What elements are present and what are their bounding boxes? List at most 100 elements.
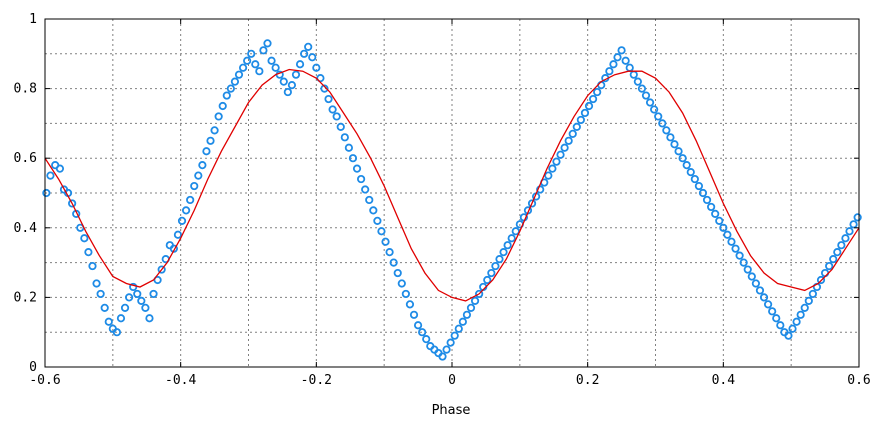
data-point — [206, 136, 215, 145]
x-axis-ticks: -0.6 -0.4 -0.2 0 0.2 0.4 0.6 — [29, 19, 871, 388]
data-point — [397, 279, 406, 288]
x-tick-label: -0.4 — [165, 373, 196, 388]
data-point — [853, 213, 862, 222]
data-point — [234, 70, 244, 79]
data-point — [340, 133, 349, 142]
data-point — [491, 261, 500, 271]
data-point — [202, 147, 211, 156]
data-point — [304, 42, 313, 51]
data-point — [588, 94, 598, 104]
y-tick-label: 0.6 — [14, 151, 37, 166]
data-point — [324, 94, 333, 104]
data-point — [279, 77, 288, 86]
data-point — [462, 310, 472, 319]
data-point — [755, 286, 765, 295]
data-point — [173, 230, 183, 239]
data-point — [291, 70, 301, 79]
x-tick-label: 0.6 — [847, 373, 870, 388]
data-point — [849, 220, 858, 229]
data-point — [169, 244, 178, 253]
data-point — [483, 275, 492, 285]
data-point — [837, 241, 846, 250]
data-point — [177, 216, 187, 225]
data-point — [707, 202, 716, 212]
data-point — [536, 185, 545, 194]
data-point — [259, 46, 268, 55]
data-point — [845, 227, 854, 236]
data-point — [271, 63, 280, 72]
data-point — [129, 282, 138, 292]
data-point — [446, 338, 455, 347]
data-point — [116, 314, 126, 323]
data-point — [251, 60, 260, 69]
data-point — [230, 77, 240, 86]
x-tick-label: -0.6 — [29, 373, 60, 388]
data-point — [654, 112, 663, 121]
data-point — [796, 310, 805, 319]
data-point — [157, 265, 166, 274]
data-point — [348, 154, 358, 163]
data-point — [784, 331, 793, 340]
data-point — [686, 168, 695, 177]
data-point — [633, 77, 642, 86]
data-point — [584, 101, 594, 111]
data-point — [218, 101, 227, 111]
y-axis-ticks: 0 0.2 0.4 0.6 0.8 1 — [14, 12, 859, 375]
data-point — [186, 195, 195, 205]
data-point — [393, 268, 402, 278]
data-point — [80, 234, 89, 243]
grid-lines — [45, 19, 859, 367]
data-point — [344, 143, 353, 152]
data-point — [495, 255, 504, 264]
data-point — [768, 307, 777, 316]
data-point — [100, 303, 109, 312]
data-point — [560, 143, 569, 152]
data-point — [442, 345, 451, 354]
data-point — [145, 314, 154, 323]
data-point — [369, 206, 378, 215]
data-point — [527, 199, 537, 208]
data-point — [418, 328, 427, 337]
y-tick-label: 0.4 — [14, 221, 38, 236]
data-point — [552, 157, 561, 166]
data-point — [816, 275, 826, 285]
data-point — [255, 67, 264, 76]
data-point — [617, 46, 626, 55]
data-point — [808, 289, 817, 299]
data-point — [466, 303, 476, 312]
data-point — [42, 188, 51, 198]
data-point — [511, 227, 520, 236]
data-point — [499, 248, 508, 257]
data-point — [328, 105, 337, 114]
data-point — [247, 49, 256, 58]
data-point — [645, 98, 655, 107]
data-point — [690, 174, 699, 184]
data-point — [739, 258, 748, 267]
data-point — [772, 314, 781, 323]
data-point — [641, 91, 651, 100]
data-point — [548, 164, 557, 173]
data-point — [222, 91, 231, 100]
data-point — [621, 56, 630, 65]
fit-curve — [44, 68, 860, 302]
data-point — [564, 136, 573, 145]
data-point — [409, 310, 419, 319]
data-point — [487, 268, 496, 278]
data-point — [694, 181, 704, 191]
data-point — [68, 199, 77, 208]
data-point — [735, 251, 744, 260]
data-point — [181, 206, 191, 215]
data-point — [556, 150, 565, 159]
data-point — [747, 272, 756, 281]
data-point — [92, 279, 101, 288]
data-point — [776, 321, 785, 330]
data-point — [365, 195, 374, 205]
data-point — [572, 122, 581, 131]
data-point — [194, 171, 203, 180]
data-point — [413, 321, 423, 330]
data-point — [283, 87, 292, 97]
data-point — [658, 119, 667, 128]
data-point — [46, 171, 55, 180]
data-point — [751, 279, 760, 288]
